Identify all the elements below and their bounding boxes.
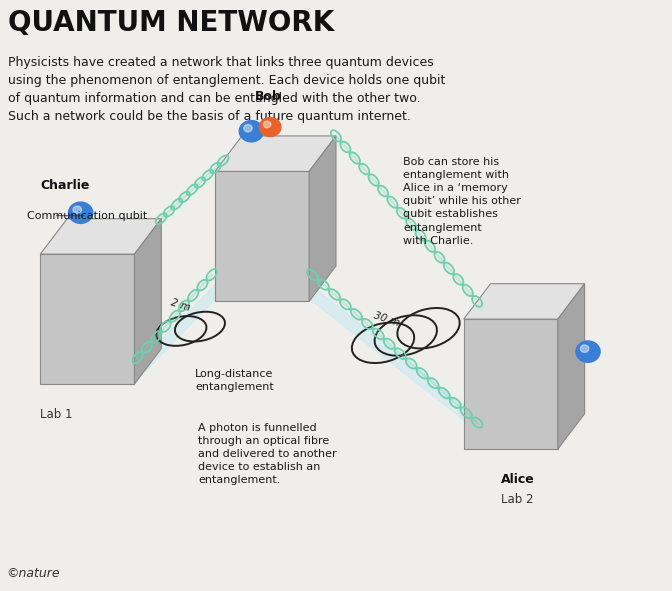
Text: Lab 1: Lab 1 — [40, 408, 73, 421]
Polygon shape — [134, 219, 161, 384]
Text: Long-distance
entanglement: Long-distance entanglement — [195, 369, 274, 392]
Polygon shape — [215, 136, 336, 171]
Text: Bob can store his
entanglement with
Alice in a ‘memory
qubit’ while his other
qu: Bob can store his entanglement with Alic… — [403, 157, 521, 246]
Circle shape — [581, 345, 589, 352]
Circle shape — [73, 206, 81, 213]
Circle shape — [259, 118, 281, 137]
Text: 30 m: 30 m — [372, 310, 401, 328]
Text: Communication qubit: Communication qubit — [27, 211, 147, 220]
Polygon shape — [40, 254, 134, 384]
Polygon shape — [40, 219, 161, 254]
Text: Alice: Alice — [501, 473, 534, 486]
Circle shape — [239, 121, 263, 142]
Text: Charlie: Charlie — [40, 179, 89, 192]
Text: Lab 2: Lab 2 — [501, 493, 534, 506]
Polygon shape — [558, 284, 585, 449]
Polygon shape — [464, 284, 585, 319]
Circle shape — [263, 121, 271, 128]
Polygon shape — [464, 319, 558, 449]
Polygon shape — [215, 171, 309, 301]
Circle shape — [244, 125, 252, 132]
Text: QUANTUM NETWORK: QUANTUM NETWORK — [8, 9, 334, 37]
Text: A photon is funnelled
through an optical fibre
and delivered to another
device t: A photon is funnelled through an optical… — [198, 423, 337, 485]
Text: 2 m: 2 m — [169, 297, 191, 313]
Text: ©nature: ©nature — [7, 567, 60, 580]
Circle shape — [576, 341, 600, 362]
Text: Physicists have created a network that links three quantum devices
using the phe: Physicists have created a network that l… — [8, 56, 446, 123]
Circle shape — [69, 202, 93, 223]
Text: Bob: Bob — [255, 90, 282, 103]
Polygon shape — [309, 136, 336, 301]
